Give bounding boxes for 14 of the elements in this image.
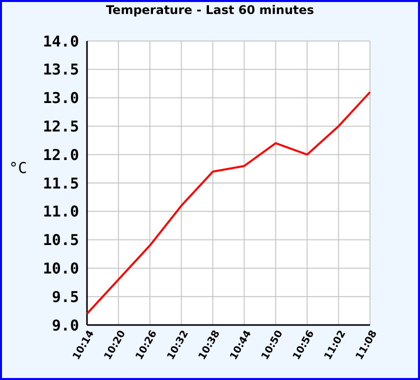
y-tick-label: 11.5 bbox=[42, 174, 79, 192]
y-tick-label: 12.0 bbox=[42, 146, 79, 164]
y-tick-label: 11.0 bbox=[42, 202, 79, 221]
y-tick-label: 9.5 bbox=[52, 288, 79, 306]
line-series bbox=[86, 91, 371, 315]
y-tick-label: 14.0 bbox=[42, 32, 79, 50]
y-tick-label: 12.5 bbox=[42, 117, 79, 136]
y-axis-title: °C bbox=[8, 159, 28, 177]
y-tick-label: 10.0 bbox=[42, 259, 79, 278]
y-tick-label: 9.0 bbox=[52, 316, 79, 334]
chart-title: Temperature - Last 60 minutes bbox=[106, 3, 314, 17]
y-tick-label: 10.5 bbox=[42, 231, 79, 250]
y-tick-label: 13.0 bbox=[42, 89, 79, 108]
y-tick-label: 13.5 bbox=[42, 60, 79, 79]
